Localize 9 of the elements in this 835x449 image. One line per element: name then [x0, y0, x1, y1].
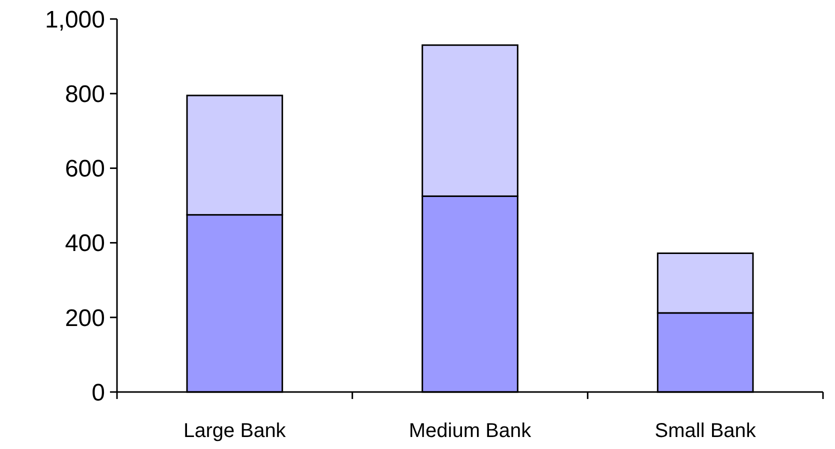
- y-tick-label: 200: [64, 304, 105, 332]
- y-tick-label: 1,000: [44, 6, 105, 34]
- x-tick-label: Large Bank: [184, 420, 287, 442]
- x-tick-label: Small Bank: [654, 420, 757, 442]
- x-tick-label: Medium Bank: [408, 420, 532, 442]
- y-tick-label: 0: [92, 379, 105, 406]
- y-tick-label: 400: [64, 230, 105, 258]
- y-tick-label: 800: [64, 81, 105, 108]
- y-tick-label: 600: [64, 156, 105, 183]
